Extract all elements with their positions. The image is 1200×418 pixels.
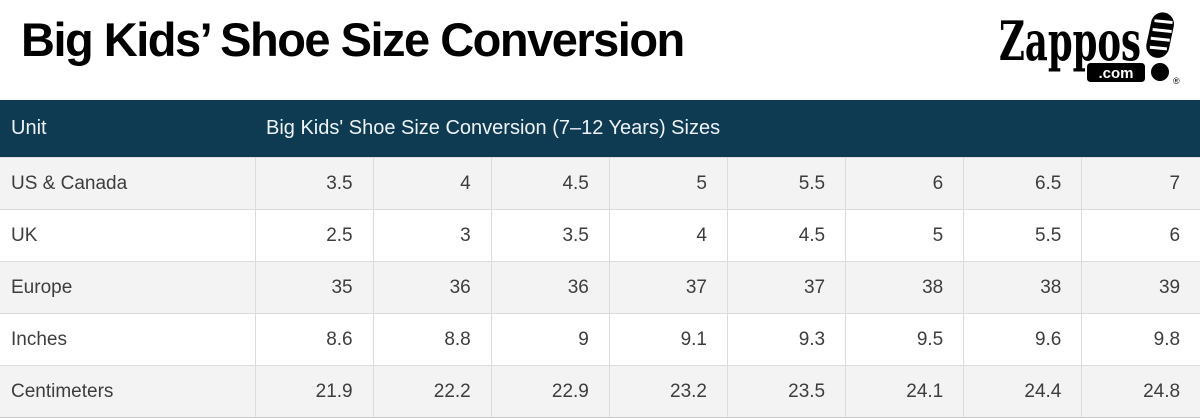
size-cell: 24.8	[1081, 365, 1200, 418]
size-cell: 5	[845, 209, 965, 262]
size-cell: 6.5	[963, 157, 1083, 210]
size-cell: 8.8	[372, 313, 492, 366]
size-cell: 24.1	[845, 365, 965, 418]
table-row-europe: Europe 35 36 36 37 37 38 38 39	[0, 261, 1200, 314]
dot-com-label: .com	[1098, 65, 1133, 82]
registered-mark: ®	[1173, 76, 1180, 86]
size-cell: 9	[490, 313, 610, 366]
size-cell: 36	[490, 261, 610, 314]
size-cell: 37	[608, 261, 729, 314]
table-row-uk: UK 2.5 3 3.5 4 4.5 5 5.5 6	[0, 209, 1200, 262]
table-row-inches: Inches 8.6 8.8 9 9.1 9.3 9.5 9.6 9.8	[0, 313, 1200, 366]
size-cell: 7	[1081, 157, 1200, 210]
row-label: Inches	[0, 313, 256, 366]
size-cell: 9.3	[726, 313, 847, 366]
size-cell: 4	[608, 209, 729, 262]
size-cell: 4	[372, 157, 492, 210]
size-cell: 24.4	[963, 365, 1083, 418]
table-header-row: Unit Big Kids' Shoe Size Conversion (7–1…	[0, 100, 1200, 158]
page-title: Big Kids’ Shoe Size Conversion	[21, 13, 685, 66]
size-cell: 6	[845, 157, 965, 210]
size-cell: 9.1	[608, 313, 729, 366]
shoeprint-exclamation-icon	[1146, 12, 1175, 58]
size-cell: 5.5	[726, 157, 847, 210]
page-header: Big Kids’ Shoe Size Conversion Zappos .c…	[0, 0, 1200, 100]
row-label: UK	[0, 209, 256, 262]
size-cell: 2.5	[254, 209, 374, 262]
size-cell: 38	[845, 261, 965, 314]
size-cell: 5	[608, 157, 729, 210]
size-cell: 4.5	[726, 209, 847, 262]
size-cell: 8.6	[254, 313, 374, 366]
zappos-wordmark: Zappos	[999, 9, 1141, 73]
size-cell: 3	[372, 209, 492, 262]
size-cell: 22.9	[490, 365, 610, 418]
row-label: Europe	[0, 261, 256, 314]
unit-column-header: Unit	[0, 100, 255, 158]
size-cell: 9.6	[963, 313, 1083, 366]
size-cell: 3.5	[490, 209, 610, 262]
size-cell: 9.8	[1081, 313, 1200, 366]
size-cell: 21.9	[254, 365, 374, 418]
size-cell: 39	[1081, 261, 1200, 314]
size-cell: 3.5	[254, 157, 374, 210]
size-cell: 35	[254, 261, 374, 314]
size-cell: 9.5	[845, 313, 965, 366]
dot-com-badge: .com	[1087, 63, 1145, 82]
zappos-logo: Zappos .com ®	[997, 8, 1187, 88]
size-cell: 37	[726, 261, 847, 314]
exclamation-dot	[1151, 63, 1169, 81]
table-header-title: Big Kids' Shoe Size Conversion (7–12 Yea…	[255, 100, 1200, 158]
table-row-centimeters: Centimeters 21.9 22.2 22.9 23.2 23.5 24.…	[0, 365, 1200, 418]
zappos-logo-graphic: Zappos .com ®	[999, 9, 1180, 86]
row-label: US & Canada	[0, 157, 256, 210]
size-cell: 5.5	[963, 209, 1083, 262]
shoe-size-conversion-table: Unit Big Kids' Shoe Size Conversion (7–1…	[0, 100, 1200, 418]
size-cell: 6	[1081, 209, 1200, 262]
size-cell: 38	[963, 261, 1083, 314]
row-label: Centimeters	[0, 365, 256, 418]
table-row-us-canada: US & Canada 3.5 4 4.5 5 5.5 6 6.5 7	[0, 157, 1200, 210]
size-cell: 23.5	[726, 365, 847, 418]
size-cell: 36	[372, 261, 492, 314]
size-cell: 4.5	[490, 157, 610, 210]
size-cell: 23.2	[608, 365, 729, 418]
size-cell: 22.2	[372, 365, 492, 418]
